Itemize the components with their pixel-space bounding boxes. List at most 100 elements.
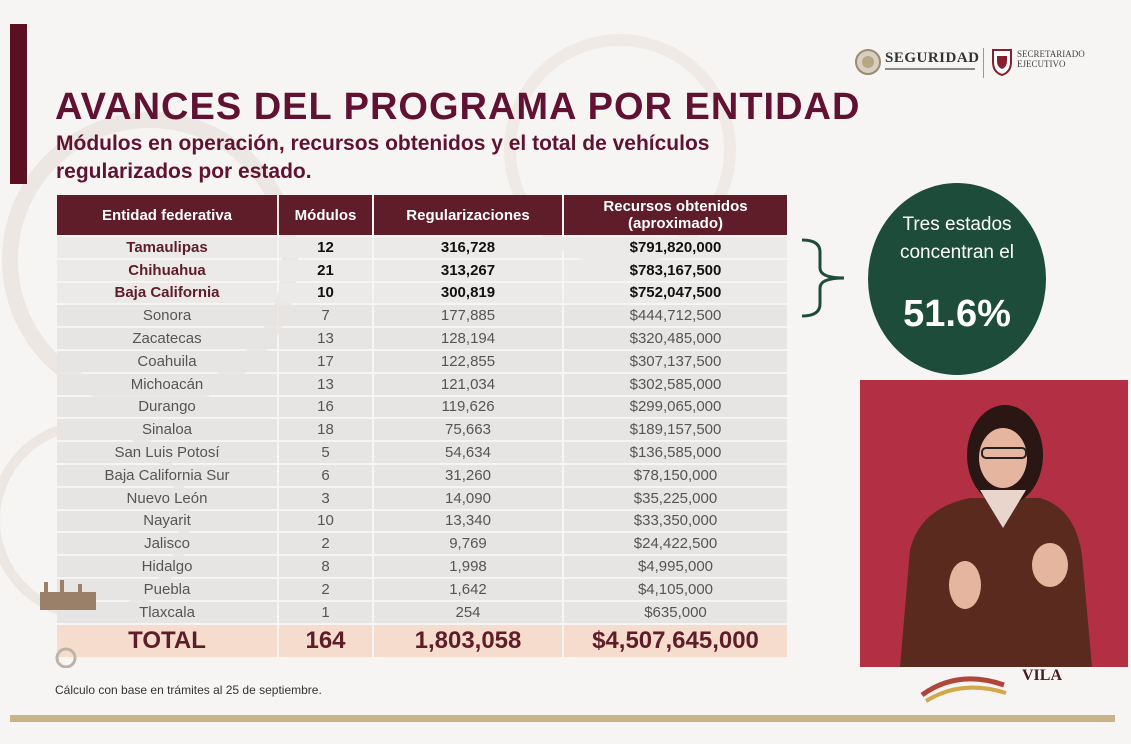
col-header-modulos: Módulos xyxy=(279,195,372,235)
cell-regularizaciones: 54,634 xyxy=(374,442,562,463)
bottom-gold-line xyxy=(10,715,1115,722)
cell-entidad: Puebla xyxy=(57,578,277,600)
cell-modulos: 2 xyxy=(279,578,372,600)
table-row: Sonora 7 177,885 $444,712,500 xyxy=(57,305,787,327)
col-header-recursos: Recursos obtenidos (aproximado) xyxy=(564,195,787,235)
sesnsp-shield-icon xyxy=(992,49,1012,76)
cell-recursos: $444,712,500 xyxy=(564,305,787,327)
cell-entidad: Coahuila xyxy=(57,350,277,372)
seguridad-logo-text: SEGURIDAD xyxy=(885,50,980,66)
secretariado-logo-text: SECRETARIADO EJECUTIVO xyxy=(1017,49,1085,69)
cell-entidad: Nayarit xyxy=(57,510,277,532)
cell-modulos: 17 xyxy=(279,350,372,372)
cell-modulos: 1 xyxy=(279,601,372,623)
cell-modulos: 21 xyxy=(279,259,372,281)
cell-modulos: 5 xyxy=(279,442,372,463)
cell-modulos: 164 xyxy=(279,624,372,657)
cell-entidad: San Luis Potosí xyxy=(57,442,277,463)
recursos-header-line1: Recursos obtenidos xyxy=(603,198,748,215)
col-header-entidad: Entidad federativa xyxy=(57,195,277,235)
callout-text: Tres estados concentran el xyxy=(899,214,1015,263)
cell-recursos: $302,585,000 xyxy=(564,373,787,395)
cell-recursos: $752,047,500 xyxy=(564,282,787,304)
cell-regularizaciones: 1,642 xyxy=(374,578,562,600)
cell-entidad: Baja California Sur xyxy=(57,464,277,486)
table-row: Baja California Sur 6 31,260 $78,150,000 xyxy=(57,464,787,486)
bottom-brand-logo: VILA xyxy=(918,665,1098,705)
cell-modulos: 16 xyxy=(279,396,372,418)
cell-entidad: Sinaloa xyxy=(57,419,277,441)
cell-regularizaciones: 13,340 xyxy=(374,510,562,532)
cell-modulos: 12 xyxy=(279,237,372,258)
table-row: Tlaxcala 1 254 $635,000 xyxy=(57,601,787,623)
cell-regularizaciones: 14,090 xyxy=(374,487,562,509)
logo-underline xyxy=(885,68,975,70)
cell-regularizaciones: 128,194 xyxy=(374,328,562,349)
table-row: San Luis Potosí 5 54,634 $136,585,000 xyxy=(57,442,787,463)
cell-recursos: $783,167,500 xyxy=(564,259,787,281)
table-row: Nayarit 10 13,340 $33,350,000 xyxy=(57,510,787,532)
cell-recursos: $4,105,000 xyxy=(564,578,787,600)
seguridad-seal-icon xyxy=(855,49,881,75)
cell-recursos: $4,507,645,000 xyxy=(564,624,787,657)
cell-regularizaciones: 31,260 xyxy=(374,464,562,486)
accent-bar xyxy=(10,24,27,184)
table-row: Zacatecas 13 128,194 $320,485,000 xyxy=(57,328,787,349)
recursos-header-line2: (aproximado) xyxy=(627,215,723,232)
cell-entidad: TOTAL xyxy=(57,624,277,657)
cell-recursos: $136,585,000 xyxy=(564,442,787,463)
cell-regularizaciones: 316,728 xyxy=(374,237,562,258)
cell-modulos: 2 xyxy=(279,533,372,555)
entity-table: Entidad federativa Módulos Regularizacio… xyxy=(55,193,789,659)
cell-modulos: 18 xyxy=(279,419,372,441)
cell-entidad: Michoacán xyxy=(57,373,277,395)
page-subtitle: Módulos en operación, recursos obtenidos… xyxy=(56,132,710,183)
brand-swoosh-icon xyxy=(920,676,1007,703)
table-row: Michoacán 13 121,034 $302,585,000 xyxy=(57,373,787,395)
cell-regularizaciones: 300,819 xyxy=(374,282,562,304)
cell-modulos: 3 xyxy=(279,487,372,509)
cell-regularizaciones: 9,769 xyxy=(374,533,562,555)
cell-modulos: 13 xyxy=(279,328,372,349)
cell-regularizaciones: 313,267 xyxy=(374,259,562,281)
cell-entidad: Jalisco xyxy=(57,533,277,555)
cell-modulos: 10 xyxy=(279,282,372,304)
col-header-regularizaciones: Regularizaciones xyxy=(374,195,562,235)
bottom-brand-text: VILA xyxy=(1022,667,1063,684)
cell-entidad: Sonora xyxy=(57,305,277,327)
interpreter-figure xyxy=(860,380,1128,667)
cell-modulos: 8 xyxy=(279,556,372,577)
table-row: Puebla 2 1,642 $4,105,000 xyxy=(57,578,787,600)
table-row: Sinaloa 18 75,663 $189,157,500 xyxy=(57,419,787,441)
cell-recursos: $791,820,000 xyxy=(564,237,787,258)
callout-circle: Tres estados concentran el 51.6% xyxy=(868,183,1046,375)
header-logos: SEGURIDAD SECRETARIADO EJECUTIVO xyxy=(855,46,1095,80)
cell-regularizaciones: 254 xyxy=(374,601,562,623)
cell-modulos: 7 xyxy=(279,305,372,327)
cell-regularizaciones: 121,034 xyxy=(374,373,562,395)
cell-recursos: $33,350,000 xyxy=(564,510,787,532)
table-row-total: TOTAL 164 1,803,058 $4,507,645,000 xyxy=(57,624,787,657)
brace-icon xyxy=(801,238,845,318)
cell-modulos: 13 xyxy=(279,373,372,395)
cell-entidad: Tlaxcala xyxy=(57,601,277,623)
cell-regularizaciones: 119,626 xyxy=(374,396,562,418)
cell-entidad: Hidalgo xyxy=(57,556,277,577)
table-row: Durango 16 119,626 $299,065,000 xyxy=(57,396,787,418)
cell-regularizaciones: 1,998 xyxy=(374,556,562,577)
table-header-row: Entidad federativa Módulos Regularizacio… xyxy=(57,195,787,235)
table-row: Jalisco 2 9,769 $24,422,500 xyxy=(57,533,787,555)
building-illustration xyxy=(40,580,96,668)
cell-entidad: Chihuahua xyxy=(57,259,277,281)
cell-recursos: $320,485,000 xyxy=(564,328,787,349)
cell-entidad: Baja California xyxy=(57,282,277,304)
cell-entidad: Nuevo León xyxy=(57,487,277,509)
cell-entidad: Durango xyxy=(57,396,277,418)
logo-divider xyxy=(983,48,984,78)
cell-entidad: Zacatecas xyxy=(57,328,277,349)
cell-regularizaciones: 177,885 xyxy=(374,305,562,327)
cell-regularizaciones: 1,803,058 xyxy=(374,624,562,657)
cell-recursos: $299,065,000 xyxy=(564,396,787,418)
cell-modulos: 10 xyxy=(279,510,372,532)
